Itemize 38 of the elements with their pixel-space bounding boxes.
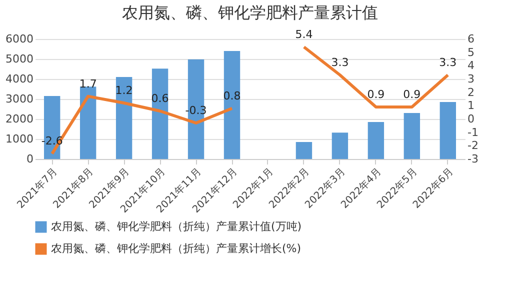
data-label: 0.8 xyxy=(223,89,241,102)
y2-tick-label: 6 xyxy=(468,32,474,46)
bar xyxy=(188,59,204,159)
data-label: 0.6 xyxy=(151,92,169,105)
y-tick-label: 5000 xyxy=(6,52,34,66)
y-tick-label: 6000 xyxy=(6,32,34,46)
y-tick-label: 0 xyxy=(26,152,34,166)
y-tick-label: 4000 xyxy=(6,72,34,86)
legend-label: 农用氮、磷、钾化学肥料（折纯）产量累计增长(%) xyxy=(51,242,302,255)
chart-title: 农用氮、磷、钾化学肥料产量累计值 xyxy=(122,3,378,22)
data-label: 1.2 xyxy=(115,84,133,97)
data-label: 5.4 xyxy=(295,28,313,41)
data-label: 3.3 xyxy=(331,56,349,69)
legend-label: 农用氮、磷、钾化学肥料（折纯）产量累计值(万吨) xyxy=(51,220,302,233)
y2-tick-label: -3 xyxy=(468,152,478,166)
bar xyxy=(368,122,384,159)
bar xyxy=(116,77,132,159)
y-tick-label: 2000 xyxy=(6,112,34,126)
bar xyxy=(152,68,168,159)
y2-tick-label: -1 xyxy=(468,126,478,139)
bar xyxy=(440,102,456,159)
bar xyxy=(80,86,96,159)
bar xyxy=(224,51,240,159)
y2-tick-label: -2 xyxy=(468,139,478,152)
y2-tick-label: 1 xyxy=(468,99,474,112)
y2-tick-label: 5 xyxy=(468,46,474,59)
bar xyxy=(296,142,312,159)
y-tick-label: 3000 xyxy=(6,92,34,106)
y-tick-label: 1000 xyxy=(6,132,34,146)
y2-tick-label: 2 xyxy=(468,86,474,99)
y2-tick-label: 3 xyxy=(468,72,474,86)
bar xyxy=(404,113,420,159)
data-label: 3.3 xyxy=(439,56,457,69)
y2-tick-label: 4 xyxy=(468,59,474,72)
bar xyxy=(332,132,348,159)
data-label: 0.9 xyxy=(403,88,421,101)
y2-tick-label: 0 xyxy=(468,112,474,126)
data-label: 0.9 xyxy=(367,88,385,101)
